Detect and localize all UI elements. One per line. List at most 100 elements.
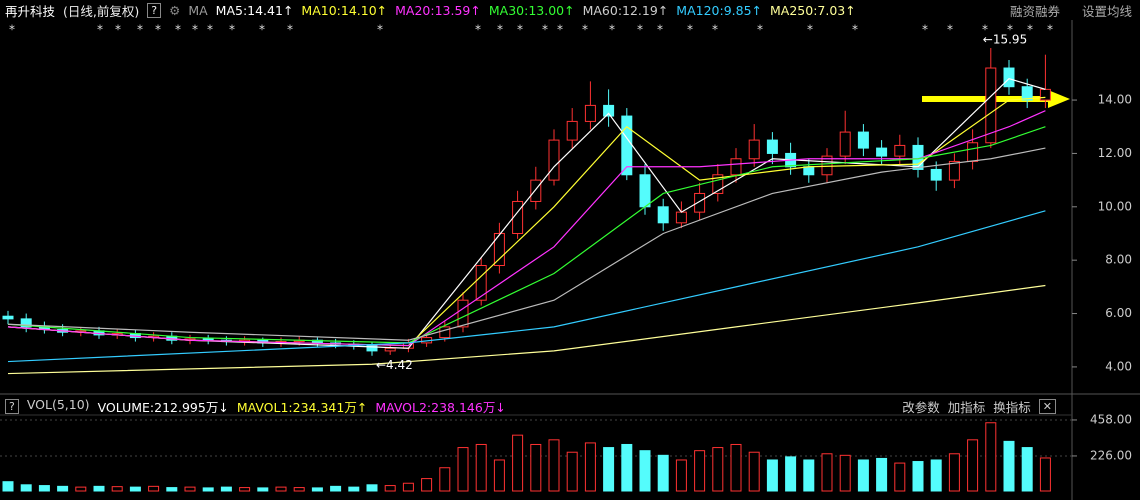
marker: * (922, 23, 928, 37)
marker: * (137, 23, 143, 37)
candle-body (1039, 88, 1051, 101)
candle-body (839, 131, 851, 157)
candle-body (566, 120, 578, 141)
volume-bar (694, 450, 706, 492)
ma-label: MA (188, 2, 208, 18)
marker: * (192, 23, 198, 37)
volume-bar (384, 485, 396, 492)
volume-bar (748, 451, 760, 492)
candle-body (1021, 86, 1033, 101)
volume-bar (330, 485, 342, 492)
volume-bar (57, 485, 69, 492)
volume-bar (1039, 457, 1051, 492)
annotation: ←15.95 (983, 33, 1027, 47)
vol-value: MAVOL2:238.146万↓ (375, 399, 506, 415)
volume-bar (129, 486, 141, 492)
volume-bar (2, 481, 14, 492)
volume-bar (912, 461, 924, 492)
volume-bar (621, 443, 633, 492)
marker: * (229, 23, 235, 37)
marker: * (175, 23, 181, 37)
candle-body (730, 158, 742, 176)
vol-value: MAVOL1:234.341万↑ (236, 399, 368, 415)
marker: * (517, 23, 523, 37)
candle-body (603, 104, 615, 117)
help[interactable]: ? (147, 2, 162, 18)
volume-bar (603, 447, 615, 492)
marker: * (712, 23, 718, 37)
volume-bar (657, 454, 669, 492)
candle-body (621, 115, 633, 176)
volume-bar (967, 439, 979, 492)
marker: * (687, 23, 693, 37)
candle-body (493, 232, 505, 267)
volume-bar (839, 454, 851, 492)
candle-body (584, 104, 596, 122)
candle-body (657, 206, 669, 224)
marker: * (377, 23, 383, 37)
volume-bar (20, 484, 32, 492)
volume-bar (439, 467, 451, 492)
volume-bar (111, 486, 123, 492)
marker: * (982, 23, 988, 37)
candle-body (967, 142, 979, 162)
close-btn[interactable]: ✕ (1038, 398, 1056, 414)
marker: * (115, 23, 121, 37)
marker: * (557, 23, 563, 37)
marker: * (609, 23, 615, 37)
volume-bar (766, 459, 778, 492)
volume-bar (876, 457, 888, 492)
set-ma-btn[interactable]: 设置均线 (1081, 3, 1132, 19)
btn[interactable]: 改参数 (902, 399, 940, 415)
volume-bar (402, 482, 414, 492)
volume-bar (493, 459, 505, 492)
ma-value: MA60:12.19↑ (582, 2, 669, 18)
marker: * (757, 23, 763, 37)
volume-bar (584, 442, 596, 492)
settings-icon[interactable]: ⚙ (169, 2, 181, 18)
volume-bar (894, 462, 906, 492)
volume-bar (239, 487, 251, 492)
candle-body (548, 139, 560, 181)
ma-line (7, 210, 1046, 363)
header: 再升科技 (日线,前复权) ? ⚙ MA MA5:14.41↑ MA10:14.1… (0, 0, 1140, 20)
marker: * (155, 23, 161, 37)
margin-btn[interactable]: 融资融券 (1009, 3, 1060, 19)
candle-body (439, 326, 451, 339)
ma-line (7, 284, 1046, 375)
candle-body (948, 160, 960, 181)
volume-bar (366, 484, 378, 492)
candle-body (457, 299, 469, 328)
volume-bar (75, 486, 87, 492)
marker: * (852, 23, 858, 37)
candle-body (930, 168, 942, 181)
volume-bar (220, 486, 232, 492)
volume-bar (512, 434, 524, 492)
volume-bar (548, 439, 560, 492)
volume-bar (530, 443, 542, 492)
vol-header: ? VOL(5,10) VOLUME:212.995万↓ MAVOL1:234.34… (0, 396, 1140, 416)
ma-line (7, 110, 1046, 347)
volume-bar (421, 478, 433, 492)
y-tick-label: 226.00 (1090, 448, 1132, 462)
btn[interactable]: 加指标 (947, 399, 986, 415)
ma-line (7, 96, 1046, 347)
volume-bar (202, 487, 214, 492)
candle-body (857, 131, 869, 149)
marker: * (287, 23, 293, 37)
ma-line (7, 147, 1046, 341)
marker: * (582, 23, 588, 37)
volume-bar (348, 486, 360, 492)
btn[interactable]: 换指标 (993, 399, 1031, 415)
candle-body (712, 174, 724, 194)
candle-body (985, 67, 997, 144)
help[interactable]: ? (5, 398, 19, 414)
volume-bar (985, 422, 997, 492)
volume-bar (1021, 447, 1033, 492)
y-tick-label: 4.00 (1105, 359, 1132, 373)
volume-bar (38, 485, 50, 492)
candle-body (530, 179, 542, 202)
candle-body (384, 347, 396, 352)
